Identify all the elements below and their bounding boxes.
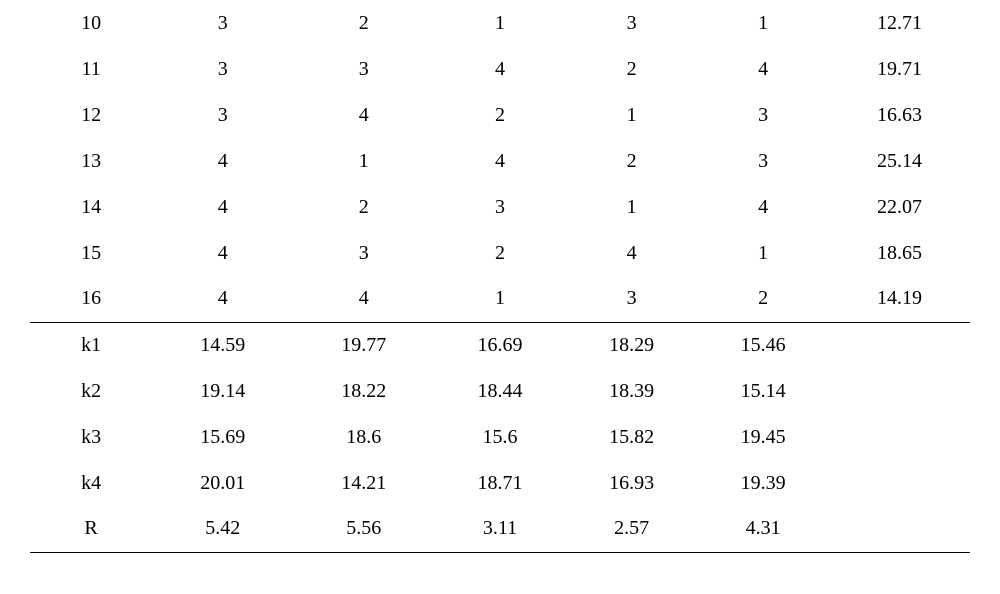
cell: 3 bbox=[697, 138, 829, 184]
cell: 14.59 bbox=[152, 322, 293, 368]
cell: 4 bbox=[152, 184, 293, 230]
cell: k4 bbox=[30, 460, 152, 506]
cell: 2 bbox=[697, 276, 829, 322]
cell: 4 bbox=[434, 138, 566, 184]
cell: k2 bbox=[30, 368, 152, 414]
table-row: 16 4 4 1 3 2 14.19 bbox=[30, 276, 970, 322]
cell: 12 bbox=[30, 92, 152, 138]
cell: 4 bbox=[566, 230, 698, 276]
cell: 3 bbox=[566, 0, 698, 46]
cell: 1 bbox=[566, 184, 698, 230]
cell: 3 bbox=[293, 230, 434, 276]
table-row: 10 3 2 1 3 1 12.71 bbox=[30, 0, 970, 46]
cell: 4 bbox=[152, 276, 293, 322]
cell: 4 bbox=[152, 230, 293, 276]
cell: 14.21 bbox=[293, 460, 434, 506]
table-row: k1 14.59 19.77 16.69 18.29 15.46 bbox=[30, 322, 970, 368]
cell: 15.69 bbox=[152, 414, 293, 460]
cell bbox=[829, 414, 970, 460]
cell: 22.07 bbox=[829, 184, 970, 230]
cell: 14.19 bbox=[829, 276, 970, 322]
cell: 14 bbox=[30, 184, 152, 230]
cell: 19.39 bbox=[697, 460, 829, 506]
cell: 18.44 bbox=[434, 368, 566, 414]
cell: 16 bbox=[30, 276, 152, 322]
cell: R bbox=[30, 506, 152, 552]
cell: 15.82 bbox=[566, 414, 698, 460]
table-row: 15 4 3 2 4 1 18.65 bbox=[30, 230, 970, 276]
cell: 19.14 bbox=[152, 368, 293, 414]
cell: 1 bbox=[434, 276, 566, 322]
table-row: 13 4 1 4 2 3 25.14 bbox=[30, 138, 970, 184]
table-row: k3 15.69 18.6 15.6 15.82 19.45 bbox=[30, 414, 970, 460]
cell: 3 bbox=[293, 46, 434, 92]
cell: 3.11 bbox=[434, 506, 566, 552]
cell: 3 bbox=[152, 0, 293, 46]
cell: 4 bbox=[293, 276, 434, 322]
cell: 15.6 bbox=[434, 414, 566, 460]
table-row: 14 4 2 3 1 4 22.07 bbox=[30, 184, 970, 230]
cell: 4 bbox=[293, 92, 434, 138]
cell bbox=[829, 322, 970, 368]
cell bbox=[829, 368, 970, 414]
cell: 2 bbox=[434, 92, 566, 138]
cell: 2 bbox=[434, 230, 566, 276]
data-table: 10 3 2 1 3 1 12.71 11 3 3 4 2 4 19.71 12… bbox=[30, 0, 970, 553]
cell: 10 bbox=[30, 0, 152, 46]
cell: 2 bbox=[293, 0, 434, 46]
cell: 5.42 bbox=[152, 506, 293, 552]
cell: 19.45 bbox=[697, 414, 829, 460]
cell: 19.71 bbox=[829, 46, 970, 92]
cell: 3 bbox=[434, 184, 566, 230]
cell: 18.65 bbox=[829, 230, 970, 276]
cell: 13 bbox=[30, 138, 152, 184]
cell: 4.31 bbox=[697, 506, 829, 552]
cell: 18.22 bbox=[293, 368, 434, 414]
cell: 18.39 bbox=[566, 368, 698, 414]
cell: 15.14 bbox=[697, 368, 829, 414]
table-container: 10 3 2 1 3 1 12.71 11 3 3 4 2 4 19.71 12… bbox=[0, 0, 1000, 594]
cell: 16.69 bbox=[434, 322, 566, 368]
cell: k3 bbox=[30, 414, 152, 460]
cell: 4 bbox=[434, 46, 566, 92]
cell bbox=[829, 506, 970, 552]
cell: 15 bbox=[30, 230, 152, 276]
cell: 3 bbox=[152, 46, 293, 92]
cell: 2 bbox=[293, 184, 434, 230]
table-row: R 5.42 5.56 3.11 2.57 4.31 bbox=[30, 506, 970, 552]
table-row: k4 20.01 14.21 18.71 16.93 19.39 bbox=[30, 460, 970, 506]
cell: 4 bbox=[697, 184, 829, 230]
cell: 18.6 bbox=[293, 414, 434, 460]
table-row: 11 3 3 4 2 4 19.71 bbox=[30, 46, 970, 92]
cell: 1 bbox=[434, 0, 566, 46]
cell: 4 bbox=[152, 138, 293, 184]
cell: 20.01 bbox=[152, 460, 293, 506]
cell: 16.63 bbox=[829, 92, 970, 138]
cell: k1 bbox=[30, 322, 152, 368]
cell: 2 bbox=[566, 46, 698, 92]
cell: 2 bbox=[566, 138, 698, 184]
cell: 5.56 bbox=[293, 506, 434, 552]
cell: 1 bbox=[293, 138, 434, 184]
table-row: k2 19.14 18.22 18.44 18.39 15.14 bbox=[30, 368, 970, 414]
cell: 1 bbox=[697, 0, 829, 46]
cell: 1 bbox=[697, 230, 829, 276]
cell: 12.71 bbox=[829, 0, 970, 46]
cell: 3 bbox=[566, 276, 698, 322]
cell: 19.77 bbox=[293, 322, 434, 368]
cell: 3 bbox=[697, 92, 829, 138]
cell: 11 bbox=[30, 46, 152, 92]
cell: 25.14 bbox=[829, 138, 970, 184]
cell: 1 bbox=[566, 92, 698, 138]
cell: 2.57 bbox=[566, 506, 698, 552]
cell bbox=[829, 460, 970, 506]
cell: 18.71 bbox=[434, 460, 566, 506]
table-row: 12 3 4 2 1 3 16.63 bbox=[30, 92, 970, 138]
cell: 18.29 bbox=[566, 322, 698, 368]
cell: 3 bbox=[152, 92, 293, 138]
cell: 16.93 bbox=[566, 460, 698, 506]
cell: 4 bbox=[697, 46, 829, 92]
cell: 15.46 bbox=[697, 322, 829, 368]
